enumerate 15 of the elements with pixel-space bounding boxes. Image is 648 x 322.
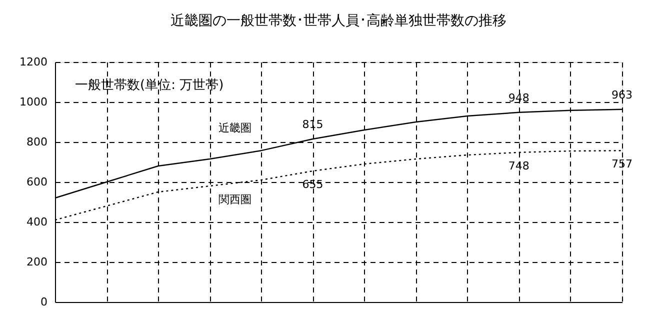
y-tick-label: 1200 xyxy=(20,56,48,68)
data-label: 948 xyxy=(508,91,530,104)
y-tick-label: 600 xyxy=(26,176,48,188)
y-tick-label: 800 xyxy=(26,136,48,148)
series-label: 近畿圏 xyxy=(218,122,252,135)
y-tick-label: 1000 xyxy=(20,96,48,108)
data-label: 815 xyxy=(302,118,324,131)
y-tick-label: 200 xyxy=(26,256,48,268)
chart-title: 近畿圏の一般世帯数･世帯人員･高齢単独世帯数の推移 xyxy=(170,13,506,29)
data-label: 963 xyxy=(612,88,632,102)
series-label: 関西圏 xyxy=(218,193,252,206)
y-tick-label: 0 xyxy=(40,296,48,308)
y-tick-label: 400 xyxy=(26,216,48,228)
annotation: 一般世帯数(単位: 万世帯) xyxy=(75,78,224,93)
data-label: 757 xyxy=(612,158,632,171)
